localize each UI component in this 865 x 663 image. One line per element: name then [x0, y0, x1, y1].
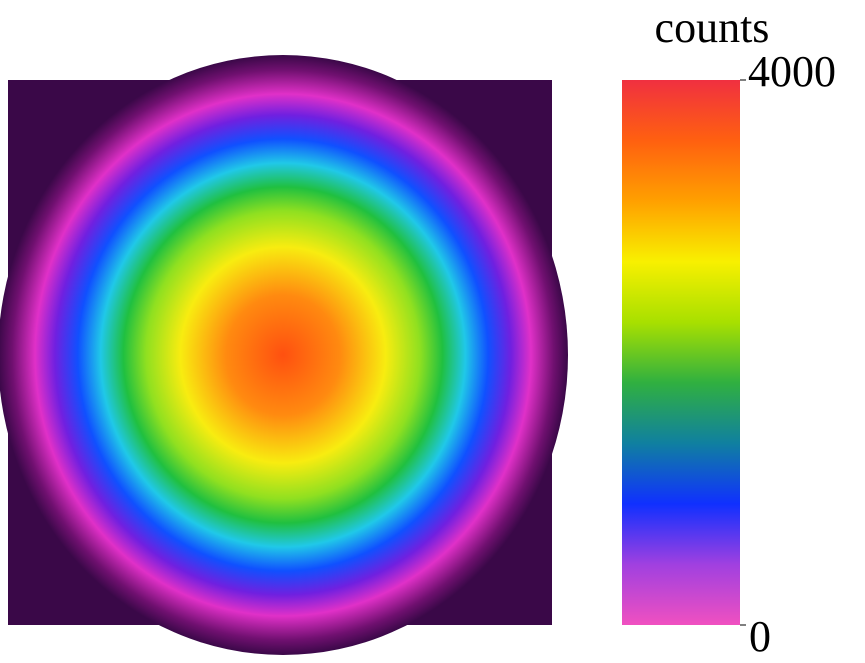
- beam-profile: [0, 55, 568, 655]
- colorbar: [622, 80, 740, 625]
- figure: counts 0 4000: [0, 0, 865, 663]
- tick-label: 0: [749, 612, 771, 661]
- colorbar-ticks: 0 4000: [740, 47, 836, 661]
- page: counts 04000 (() => { const data = JSON.…: [0, 0, 865, 663]
- tick-label: 4000: [748, 47, 836, 96]
- colorbar-title: counts: [655, 3, 770, 52]
